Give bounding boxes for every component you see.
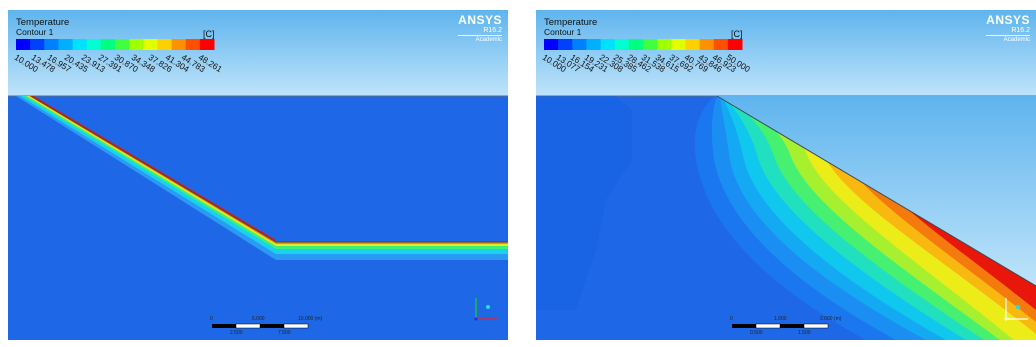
legend-swatch bbox=[16, 39, 31, 50]
scale-label-end: 2.000 (m) bbox=[820, 316, 842, 322]
legend-swatch bbox=[86, 39, 102, 50]
brand-edition: Academic bbox=[458, 35, 502, 43]
contour-label: Contour 1 bbox=[16, 27, 54, 37]
plot-title: Temperature bbox=[544, 17, 598, 28]
scale-label-low-left: 0.500 bbox=[750, 330, 763, 336]
scale-label-mid: 1.000 bbox=[774, 316, 787, 322]
sky-background bbox=[8, 10, 508, 96]
color-legend bbox=[544, 39, 743, 50]
scale-label-low-right: 7.500 bbox=[278, 330, 291, 336]
legend-swatch bbox=[558, 39, 573, 50]
scale-label-0: 0 bbox=[730, 316, 733, 322]
xyz-triad-icon bbox=[1004, 298, 1028, 321]
brand-name: ANSYS bbox=[986, 13, 1030, 27]
ground-surface-line bbox=[30, 95, 508, 243]
legend-swatch bbox=[157, 39, 173, 50]
brand-name: ANSYS bbox=[458, 13, 502, 27]
legend-swatch bbox=[699, 39, 715, 50]
legend-swatch bbox=[30, 39, 45, 50]
legend-swatch bbox=[614, 39, 630, 50]
scale-label-end: 10.000 (m) bbox=[298, 316, 323, 322]
legend-swatch bbox=[185, 39, 201, 50]
scale-label-low-left: 2.500 bbox=[230, 330, 243, 336]
legend-swatch bbox=[572, 39, 587, 50]
color-legend bbox=[16, 39, 215, 50]
unit-label: [C] bbox=[731, 29, 743, 39]
scale-label-0: 0 bbox=[210, 316, 213, 322]
contour-label: Contour 1 bbox=[544, 27, 582, 37]
scale-label-low-right: 1.500 bbox=[798, 330, 811, 336]
legend-swatch bbox=[628, 39, 644, 50]
ground-surface-line bbox=[716, 95, 1036, 287]
legend-swatch bbox=[171, 39, 187, 50]
scale-bar bbox=[732, 323, 829, 329]
scale-bar bbox=[212, 323, 309, 329]
legend-swatch bbox=[727, 39, 743, 50]
contour-plot-right: Temperature Contour 1 [C] ANSYS R16.2 Ac… bbox=[536, 10, 1036, 340]
unit-label: [C] bbox=[203, 29, 215, 39]
legend-swatch bbox=[143, 39, 158, 50]
cold-region bbox=[536, 96, 632, 310]
legend-swatch bbox=[100, 39, 116, 50]
legend-swatch bbox=[671, 39, 686, 50]
scale-label-mid: 5.000 bbox=[252, 316, 265, 322]
legend-swatch bbox=[657, 39, 672, 50]
contour-plot-left: Temperature Contour 1 [C] ANSYS R16.2 Ac… bbox=[8, 10, 508, 340]
legend-swatch bbox=[600, 39, 616, 50]
legend-swatch bbox=[44, 39, 59, 50]
legend-swatch bbox=[129, 39, 144, 50]
legend-swatch bbox=[115, 39, 130, 50]
sky-background bbox=[536, 10, 1036, 96]
ansys-logo: ANSYS R16.2 Academic bbox=[986, 13, 1030, 43]
legend-swatch bbox=[199, 39, 215, 50]
ansys-logo: ANSYS R16.2 Academic bbox=[458, 13, 502, 43]
legend-swatch bbox=[643, 39, 658, 50]
legend-swatch bbox=[685, 39, 701, 50]
xyz-triad-icon bbox=[474, 298, 497, 321]
brand-edition: Academic bbox=[986, 35, 1030, 43]
contour-graphic-right bbox=[536, 10, 1036, 340]
legend-swatch bbox=[544, 39, 559, 50]
contour-graphic-left bbox=[8, 10, 508, 340]
legend-swatch bbox=[586, 39, 602, 50]
legend-swatch bbox=[58, 39, 74, 50]
plot-title: Temperature bbox=[16, 17, 70, 28]
legend-swatch bbox=[72, 39, 88, 50]
brand-version: R16.2 bbox=[1011, 27, 1030, 34]
brand-version: R16.2 bbox=[483, 27, 502, 34]
legend-swatch bbox=[713, 39, 729, 50]
